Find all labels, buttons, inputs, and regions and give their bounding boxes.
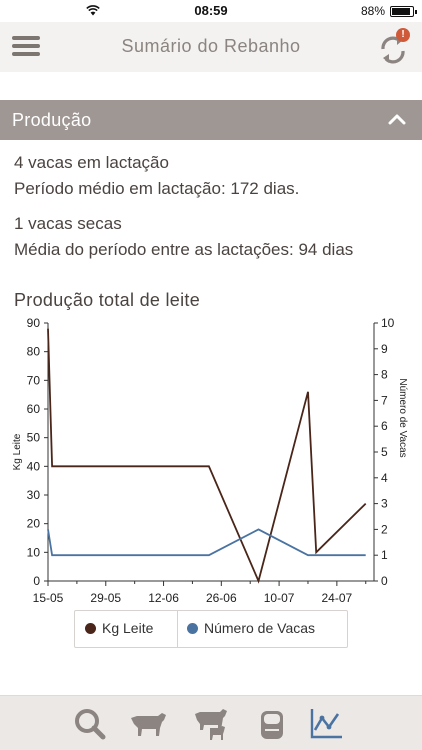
series-line-numero-vacas <box>47 528 366 557</box>
avg-lactation-text: Período médio em lactação: 172 dias. <box>14 179 300 198</box>
chart-title: Produção total de leite <box>14 290 201 310</box>
status-bar: 08:59 88% <box>0 0 422 22</box>
sync-alert-badge: ! <box>396 28 410 42</box>
x-tick-label: 10-07 <box>264 591 295 605</box>
y-right-tick-label: 2 <box>381 522 388 536</box>
tab-milk-tank[interactable] <box>252 706 292 742</box>
wifi-icon <box>86 5 100 16</box>
series-line-kg-leite <box>47 328 367 584</box>
y-left-tick-label: 0 <box>33 574 40 588</box>
battery-percentage: 88% <box>360 4 385 18</box>
legend-dot-kg-leite <box>85 623 96 634</box>
legend-label: Kg Leite <box>102 620 154 636</box>
y-right-tick-label: 10 <box>381 316 395 330</box>
y-right-tick-label: 4 <box>381 471 388 485</box>
section-header-production[interactable]: Produção <box>0 100 422 140</box>
y-right-tick-label: 6 <box>381 419 388 433</box>
avg-between-lactations-text: Média do período entre as lactações: 94 … <box>14 240 354 259</box>
y-left-tick-label: 50 <box>27 431 41 445</box>
y-left-tick-label: 80 <box>27 345 41 359</box>
tab-charts[interactable] <box>306 706 346 742</box>
y-right-tick-label: 5 <box>381 445 388 459</box>
cow-icon <box>131 713 166 736</box>
y-left-tick-label: 40 <box>27 459 41 473</box>
y-right-tick-label: 7 <box>381 393 388 407</box>
tab-search[interactable] <box>70 706 110 742</box>
lactating-count-text: 4 vacas em lactação <box>14 153 169 172</box>
tab-cow[interactable] <box>128 706 168 742</box>
search-icon <box>75 709 106 740</box>
dry-count-text: 1 vacas secas <box>14 214 122 233</box>
y-left-tick-label: 20 <box>27 517 41 531</box>
legend-item-numero-vacas[interactable]: Número de Vacas <box>187 620 315 636</box>
y-right-tick-label: 9 <box>381 342 388 356</box>
legend-label: Número de Vacas <box>204 620 316 636</box>
status-time: 08:59 <box>194 3 228 18</box>
x-tick-label: 12-06 <box>148 591 179 605</box>
milk-tank-icon <box>261 711 283 739</box>
page-title: Sumário do Rebanho <box>121 36 301 56</box>
x-tick-label: 26-06 <box>206 591 237 605</box>
nav-bar: Sumário do Rebanho ! <box>0 22 422 72</box>
y-left-tick-label: 30 <box>27 488 41 502</box>
legend-dot-numero-vacas <box>187 623 198 634</box>
chart-legend: Kg Leite Número de Vacas <box>74 610 348 648</box>
legend-divider <box>177 611 178 647</box>
x-tick-label: 15-05 <box>33 591 64 605</box>
tab-cow-calf[interactable] <box>192 706 232 742</box>
y-right-tick-label: 1 <box>381 548 388 562</box>
milk-production-chart: 0 10 20 30 40 50 60 70 80 90 0 1 2 3 4 5 6 7 8 9 10 15-05 29-0… <box>12 316 408 605</box>
chevron-up-icon[interactable] <box>388 112 406 126</box>
bottom-tab-bar <box>0 695 422 750</box>
y-left-axis-label: Kg Leite <box>12 433 23 470</box>
y-right-tick-label: 8 <box>381 368 388 382</box>
y-left-tick-label: 10 <box>27 545 41 559</box>
y-right-axis-label: Número de Vacas <box>397 378 408 457</box>
section-title: Produção <box>12 110 92 130</box>
y-left-tick-label: 70 <box>27 373 41 387</box>
y-left-tick-label: 90 <box>27 316 41 330</box>
cow-calf-icon <box>195 709 227 740</box>
x-tick-label: 24-07 <box>322 591 353 605</box>
y-left-tick-label: 60 <box>27 402 41 416</box>
legend-item-kg-leite[interactable]: Kg Leite <box>85 620 153 636</box>
menu-icon[interactable] <box>12 36 40 58</box>
y-right-tick-label: 0 <box>381 574 388 588</box>
chart-icon <box>310 709 342 739</box>
battery-icon <box>390 6 417 17</box>
sync-button[interactable]: ! <box>376 28 410 64</box>
y-right-tick-label: 3 <box>381 497 388 511</box>
x-tick-label: 29-05 <box>90 591 121 605</box>
